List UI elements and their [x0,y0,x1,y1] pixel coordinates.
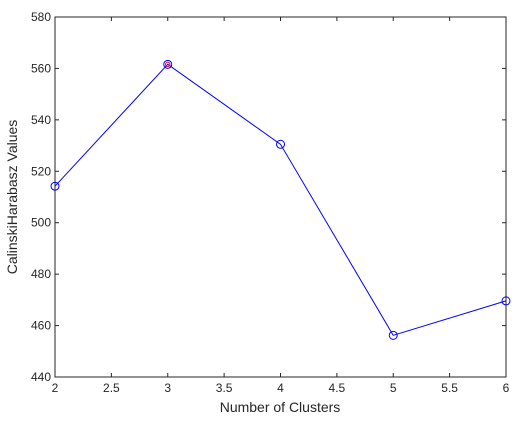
y-tick-label: 580 [31,10,51,24]
plot-area [54,16,507,378]
data-point [501,296,511,306]
x-tick-label: 3.5 [216,381,233,395]
y-tick-labels: 440 460 480 500 520 540 560 580 [31,10,51,384]
y-tick-label: 520 [31,164,51,178]
data-point [50,181,60,191]
y-tick-label: 440 [31,370,51,384]
series-layer [50,59,511,340]
x-tick-label: 2.5 [103,381,120,395]
data-point [276,139,285,149]
x-tick-label: 5.5 [441,381,458,395]
series-line [54,63,507,336]
x-tick-label: 3 [164,381,171,395]
y-tick-label: 540 [31,113,51,127]
y-tick-label: 480 [31,267,51,281]
x-tick-label: 6 [503,381,510,395]
x-tick-label: 5 [390,381,397,395]
y-tick-label: 560 [31,61,51,75]
x-tick-labels: 2 2.5 3 3.5 4 4.5 5 5.5 6 [52,381,510,395]
data-point [163,59,173,69]
axis-ticks [54,16,507,378]
x-tick-label: 4 [277,381,284,395]
y-tick-label: 460 [31,319,51,333]
x-tick-label: 4.5 [329,381,346,395]
y-tick-label: 500 [31,216,51,230]
optimal-point-marker [165,61,171,68]
x-axis-label: Number of Clusters [220,399,341,415]
x-tick-label: 2 [52,381,59,395]
data-point [388,330,398,340]
y-axis-label: CalinskiHarabasz Values [4,120,20,275]
